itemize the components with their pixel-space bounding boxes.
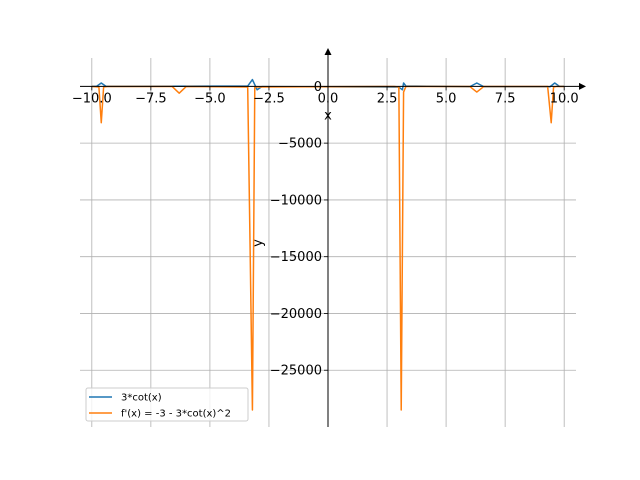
y-tick-label: −20000 <box>270 307 322 322</box>
x-tick-label: −5.0 <box>194 91 226 106</box>
x-tick-label: −7.5 <box>135 91 167 106</box>
x-tick-label: −2.5 <box>253 91 285 106</box>
legend-label-1: f'(x) = -3 - 3*cot(x)^2 <box>121 409 231 420</box>
y-tick-label: −10000 <box>270 193 322 208</box>
legend-box <box>85 387 249 422</box>
x-tick-label: −10.0 <box>72 91 112 106</box>
x-tick-label: 7.5 <box>495 91 516 106</box>
axes <box>80 48 586 427</box>
y-ticks: 0 −5000 −10000 −15000 −20000 −25000 <box>270 80 328 379</box>
x-tick-label: 10.0 <box>550 91 579 106</box>
x-axis-label: x <box>324 108 332 123</box>
legend: 3*cot(x) f'(x) = -3 - 3*cot(x)^2 <box>85 387 249 422</box>
y-tick-label: −15000 <box>270 250 322 265</box>
y-tick-label: 0 <box>314 80 322 95</box>
x-axis-arrow-icon <box>579 82 586 90</box>
x-tick-label: 2.5 <box>377 91 398 106</box>
x-tick-label: 0.0 <box>318 91 339 106</box>
y-axis-arrow-icon <box>324 48 332 55</box>
y-axis-label: y <box>251 239 266 247</box>
x-tick-label: 5.0 <box>436 91 457 106</box>
x-ticks: −10.0 −7.5 −5.0 −2.5 0.0 2.5 5.0 7.5 10.0 <box>72 86 579 106</box>
y-tick-label: −25000 <box>270 364 322 379</box>
legend-label-0: 3*cot(x) <box>121 393 162 404</box>
y-tick-label: −5000 <box>278 137 322 152</box>
